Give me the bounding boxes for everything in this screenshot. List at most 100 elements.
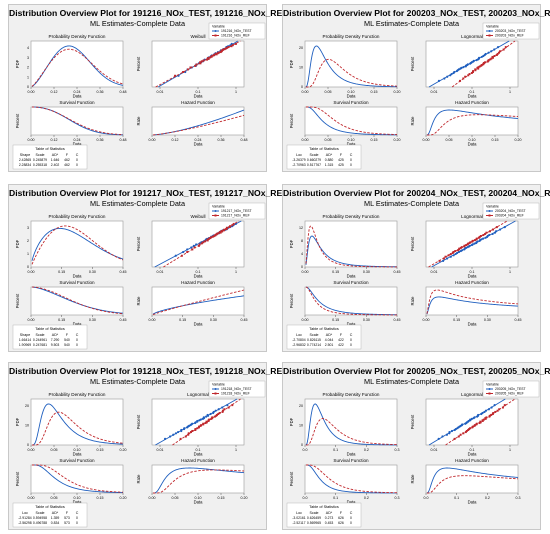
- x-tick-label: 0.00: [28, 270, 35, 274]
- prob-point-ref: [202, 241, 205, 244]
- x-tick-label: 0.36: [218, 138, 225, 142]
- x-tick-label: 0.00: [149, 496, 156, 500]
- prob-point-test: [446, 75, 449, 78]
- prob-point-ref: [213, 53, 216, 56]
- panel-subtitle: ML Estimates-Complete Data: [89, 19, 186, 28]
- prob-point-ref: [204, 240, 207, 243]
- prob-point-ref: [198, 243, 201, 246]
- prob-point-test: [199, 418, 202, 421]
- x-tick-label: 0.20: [515, 138, 522, 142]
- prob-point-ref: [200, 424, 203, 427]
- x-tick-label: 0.01: [431, 90, 438, 94]
- x-tick-label: 0.1: [470, 448, 475, 452]
- y-axis-label: Percent: [289, 113, 294, 128]
- prob-point-ref: [464, 431, 467, 434]
- prob-point-test: [226, 404, 229, 407]
- prob-point-ref: [195, 63, 198, 66]
- subplot-title: Probability Density Function: [49, 214, 106, 219]
- x-tick-label: 0.05: [325, 90, 332, 94]
- prob-point-test: [217, 408, 220, 411]
- prob-point-test: [490, 50, 493, 53]
- x-tick-label: 0.10: [74, 448, 81, 452]
- prob-point-ref: [186, 68, 189, 71]
- prob-point-ref: [179, 437, 182, 440]
- legend-marker: [214, 392, 217, 395]
- panel-title: Distribution Overview Plot for 191216_NO…: [9, 8, 288, 18]
- panel-subtitle: ML Estimates-Complete Data: [89, 199, 186, 208]
- prob-point-ref: [222, 48, 225, 51]
- stats-table-cell: -2.70804: [292, 338, 305, 342]
- pdf-curve-test: [305, 403, 398, 446]
- prob-point-test: [487, 408, 490, 411]
- prob-point-ref: [467, 74, 470, 77]
- prob-point-ref: [207, 237, 210, 240]
- surv-curve-test: [32, 464, 124, 494]
- stats-table-cell: 626: [338, 516, 344, 520]
- y-tick-label: 10: [299, 66, 303, 70]
- stats-table: Table of Statistics Loc Scale AD* F C -3.26379…: [286, 144, 362, 170]
- prob-point-ref: [190, 431, 193, 434]
- prob-point-ref: [481, 419, 484, 422]
- subplot-haz: Hazard Function Data Rate 0.00 0.05 0.10 0.15 0…: [410, 100, 522, 147]
- prob-point-test: [174, 254, 177, 257]
- x-tick-label: 0.00: [423, 138, 430, 142]
- x-tick-label: 0.3: [516, 496, 521, 500]
- prob-point-ref: [475, 422, 478, 425]
- prob-point-test: [196, 419, 199, 423]
- prob-point-ref: [184, 435, 187, 438]
- x-axis-label: Data: [347, 274, 357, 279]
- x-axis-label: Data: [468, 322, 478, 327]
- stats-table-cell: -2.56298: [18, 521, 31, 525]
- prob-point-ref: [221, 410, 224, 413]
- legend-label: 200204_NOx_TEST: [495, 209, 526, 213]
- x-tick-label: 0.05: [51, 496, 58, 500]
- x-tick-label: 1: [509, 448, 511, 452]
- stats-table-header: F: [340, 333, 343, 337]
- prob-point-ref: [477, 66, 480, 69]
- stats-table-cell: 0.594958: [33, 516, 47, 520]
- y-axis-label: Percent: [289, 471, 294, 486]
- prob-point-ref: [234, 42, 237, 45]
- prob-point-test: [221, 406, 224, 409]
- prob-point-test: [442, 259, 445, 262]
- subplot-title: Lognormal: [461, 214, 483, 219]
- stats-table-header: AD*: [52, 333, 59, 337]
- pdf-curve-ref: [305, 225, 397, 268]
- x-tick-label: 0.1: [454, 496, 459, 500]
- x-tick-label: 0.1: [333, 448, 338, 452]
- stats-table-box: [12, 144, 88, 170]
- y-tick-label: 3: [27, 56, 29, 60]
- prob-point-test: [172, 433, 175, 436]
- stats-table-cell: 540: [64, 343, 70, 347]
- prob-point-ref: [473, 239, 476, 242]
- prob-point-ref: [465, 244, 468, 247]
- subplot-prob: Weibull Data Percent 0.01 0.1 1: [136, 214, 245, 279]
- surv-curve-ref: [305, 286, 397, 316]
- legend-header: Variable: [486, 25, 499, 29]
- x-tick-label: 0.2: [485, 496, 490, 500]
- stats-table-cell: 2.28834: [19, 163, 31, 167]
- x-tick-label: 0.15: [97, 496, 104, 500]
- stats-table-header: C: [350, 333, 353, 337]
- prob-point-test: [491, 232, 494, 236]
- stats-table-cell: 0.255318: [33, 163, 47, 167]
- prob-point-ref: [470, 71, 473, 74]
- x-tick-label: 0.12: [51, 90, 58, 94]
- prob-point-ref: [498, 408, 501, 411]
- stats-table-header: F: [340, 153, 343, 157]
- legend-label: 191217_NOx_TEST: [221, 209, 252, 213]
- prob-point-test: [503, 226, 506, 229]
- subplot-haz: Hazard Function Data Rate 0.00 0.15 0.30 0.45: [136, 280, 248, 327]
- stats-table-cell: 4.044: [325, 338, 334, 342]
- stats-table-cell: -3.02161: [292, 516, 305, 520]
- prob-point-ref: [230, 45, 233, 48]
- stats-table-cell: 425: [338, 163, 344, 167]
- prob-point-ref: [462, 432, 465, 435]
- stats-table-header: Loc: [296, 333, 302, 337]
- x-tick-label: 0.30: [484, 318, 491, 322]
- x-tick-label: 0.10: [348, 138, 355, 142]
- prob-point-test: [467, 419, 470, 423]
- prob-point-ref: [468, 73, 471, 76]
